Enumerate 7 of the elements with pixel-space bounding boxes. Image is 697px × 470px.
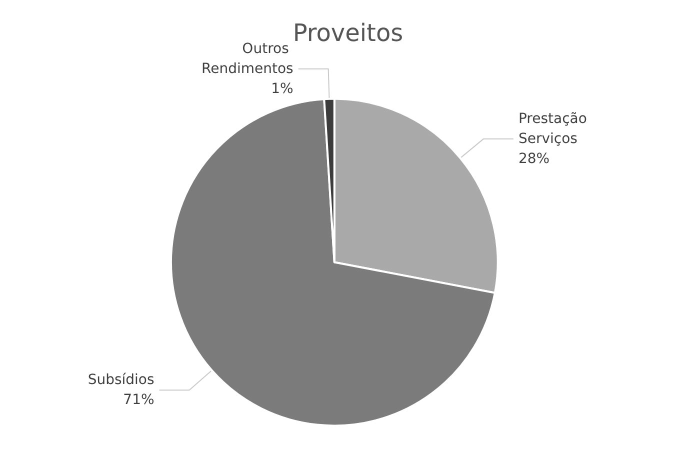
slice-label: Subsídios [88, 372, 154, 388]
data-label: 28% [518, 150, 550, 167]
chart-title: Proveitos [292, 19, 404, 47]
slice-label: Outros Rendimentos [201, 40, 294, 77]
slice-label: Prestação Serviços [518, 110, 592, 147]
data-label: 71% [123, 392, 154, 408]
data-label: 1% [271, 80, 294, 97]
